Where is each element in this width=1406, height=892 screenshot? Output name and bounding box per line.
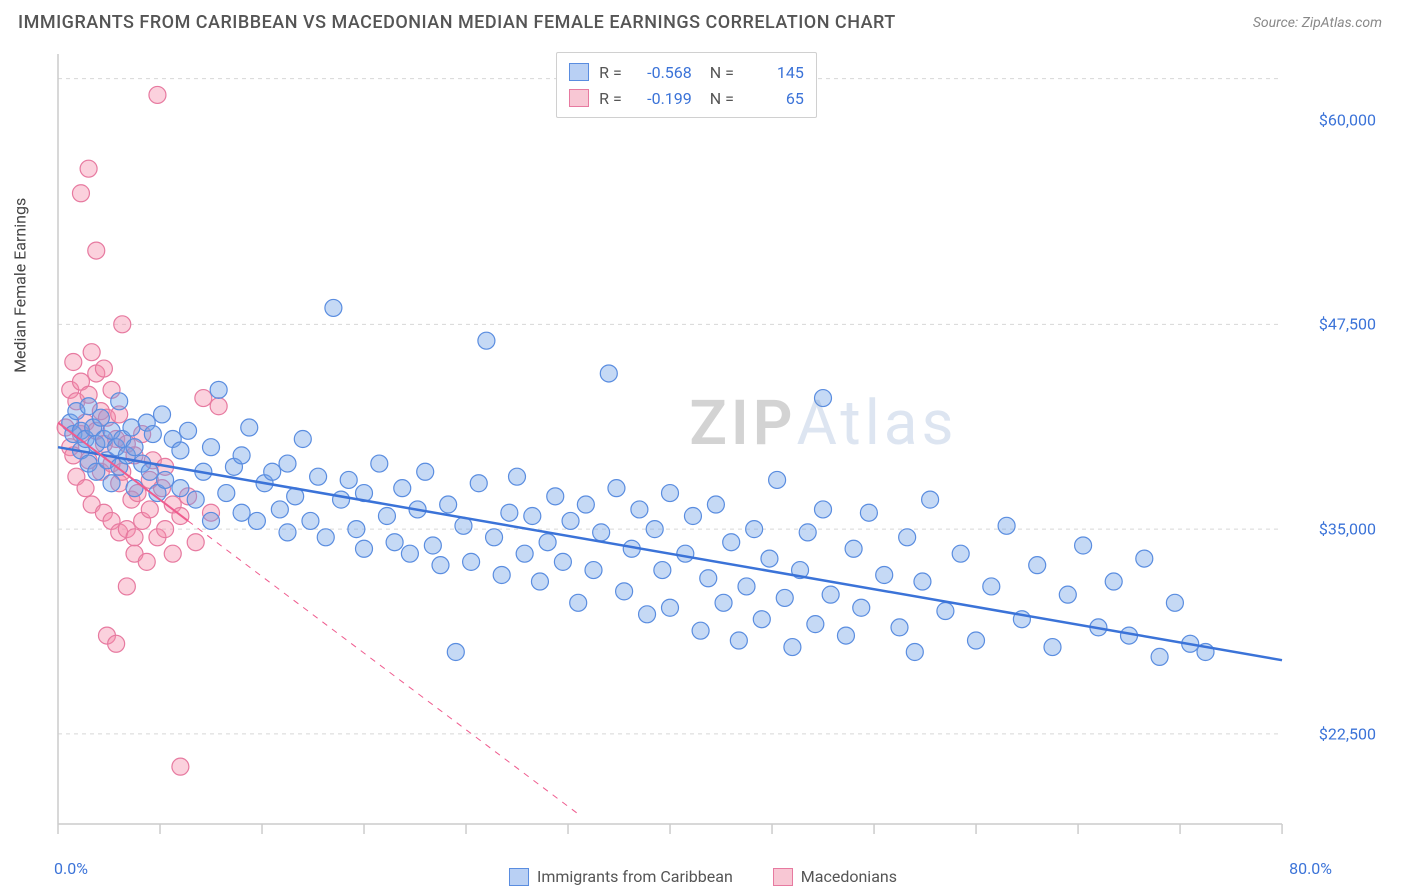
swatch-blue-icon — [569, 63, 589, 81]
corr-row-blue: R = -0.568 N = 145 — [569, 59, 804, 85]
corr-row-pink: R = -0.199 N = 65 — [569, 85, 804, 111]
footer-legend: Immigrants from Caribbean Macedonians — [0, 867, 1406, 886]
y-tick-label: $35,000 — [1319, 520, 1376, 539]
correlation-legend: R = -0.568 N = 145 R = -0.199 N = 65 — [556, 52, 817, 118]
chart-header: IMMIGRANTS FROM CARIBBEAN VS MACEDONIAN … — [0, 0, 1406, 41]
swatch-pink-icon — [773, 868, 793, 886]
y-axis-label: Median Female Earnings — [11, 198, 30, 373]
swatch-pink-icon — [569, 89, 589, 107]
plot-area: Median Female Earnings ZIPAtlas R = -0.5… — [50, 50, 1382, 852]
swatch-blue-icon — [509, 868, 529, 886]
legend-item-pink: Macedonians — [773, 867, 897, 886]
source-label: Source: ZipAtlas.com — [1253, 15, 1382, 31]
legend-item-blue: Immigrants from Caribbean — [509, 867, 733, 886]
chart-title: IMMIGRANTS FROM CARIBBEAN VS MACEDONIAN … — [18, 12, 896, 33]
y-tick-label: $60,000 — [1319, 110, 1376, 129]
scatter-chart — [50, 50, 1382, 852]
y-tick-label: $22,500 — [1319, 724, 1376, 743]
y-tick-label: $47,500 — [1319, 315, 1376, 334]
